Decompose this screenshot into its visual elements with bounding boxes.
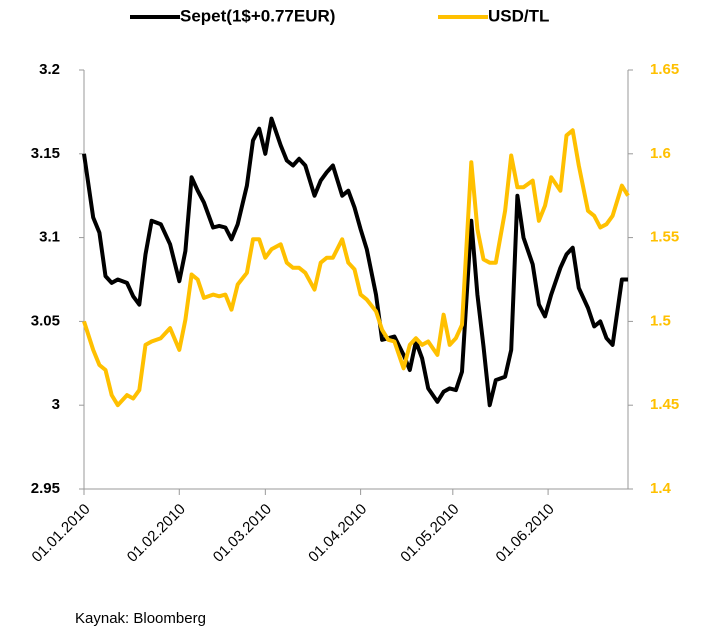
y2-tick-label: 1.55 xyxy=(650,229,679,246)
y-tick-label: 2.95 xyxy=(31,480,60,497)
source: Kaynak: Bloomberg xyxy=(75,610,206,627)
series-line xyxy=(82,116,628,408)
y2-tick-label: 1.5 xyxy=(650,312,671,329)
y-tick-label: 3.15 xyxy=(31,145,60,162)
y2-tick-label: 1.4 xyxy=(650,480,672,497)
x-tick-label: 01.01.2010 xyxy=(29,501,94,566)
y-tick-label: 3.2 xyxy=(39,61,60,78)
series-line xyxy=(82,128,630,408)
legend-label: Sepet(1$+0.77EUR) xyxy=(180,6,335,25)
y2-tick-label: 1.45 xyxy=(650,396,679,413)
legend-label: USD/TL xyxy=(488,6,549,25)
x-tick-label: 01.06.2010 xyxy=(493,501,558,566)
x-tick-label: 01.04.2010 xyxy=(305,501,370,566)
y2-tick-label: 1.65 xyxy=(650,61,679,78)
y2-tick-label: 1.6 xyxy=(650,145,671,162)
y-tick-label: 3 xyxy=(52,396,60,413)
y-tick-label: 3.1 xyxy=(39,229,60,246)
x-tick-label: 01.02.2010 xyxy=(124,501,189,566)
y-tick-label: 3.05 xyxy=(31,312,60,329)
x-tick-label: 01.05.2010 xyxy=(397,501,462,566)
x-tick-label: 01.03.2010 xyxy=(210,501,275,566)
